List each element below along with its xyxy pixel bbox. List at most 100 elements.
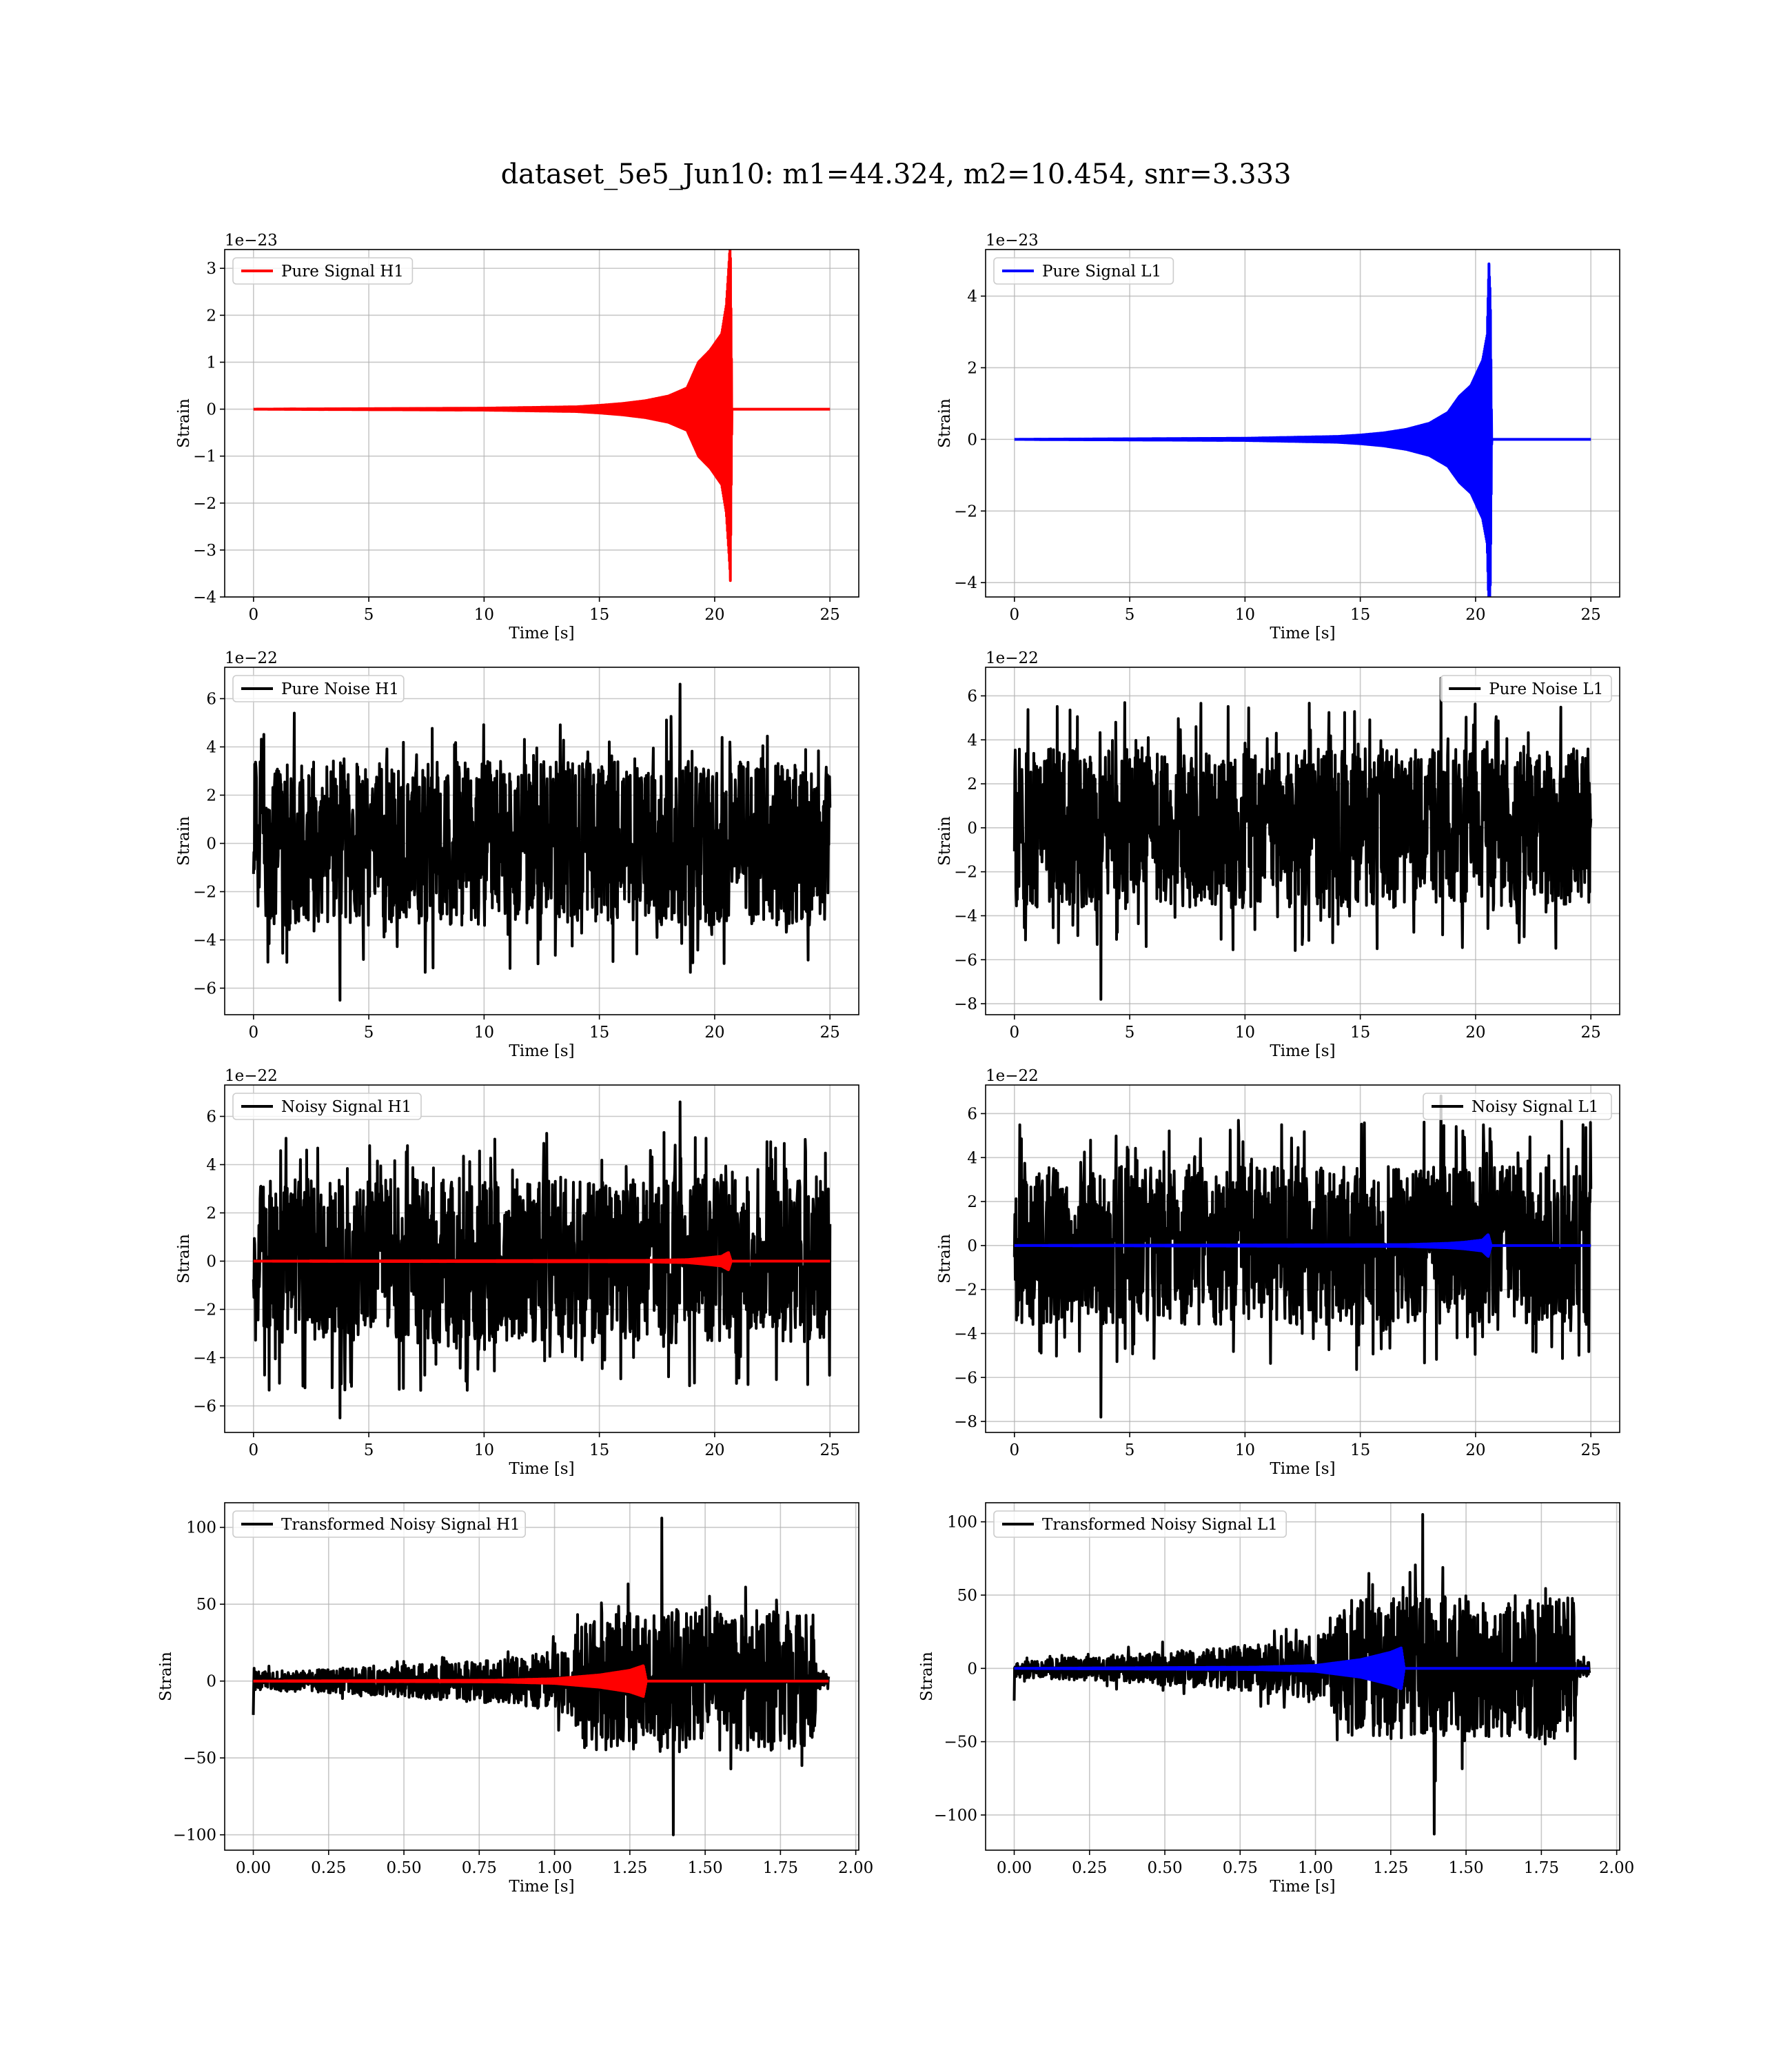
y-tick-label: 2 — [967, 1193, 977, 1211]
legend-label: Pure Signal L1 — [1042, 263, 1161, 281]
legend-label: Pure Noise H1 — [281, 680, 399, 698]
series-line-0 — [252, 682, 832, 1002]
y-axis-label: Strain — [918, 1652, 936, 1701]
x-tick-label: 0.50 — [386, 1859, 421, 1877]
x-tick-label: 15 — [1350, 606, 1370, 624]
y-tick-label: 4 — [967, 731, 977, 749]
legend: Pure Signal L1 — [993, 257, 1174, 285]
data-layer — [252, 1100, 832, 1419]
x-tick-label: 25 — [1581, 1024, 1601, 1042]
legend: Noisy Signal L1 — [1423, 1093, 1612, 1120]
x-tick-label: 5 — [1125, 606, 1135, 624]
x-tick-label: 20 — [704, 1441, 724, 1459]
y-tick-label: −50 — [183, 1750, 216, 1767]
legend-label: Transformed Noisy Signal H1 — [281, 1516, 520, 1534]
y-tick-label: −2 — [954, 1281, 977, 1299]
axes-frame — [224, 1502, 859, 1851]
y-tick-label: −3 — [193, 542, 216, 560]
series-line-1 — [252, 1251, 831, 1271]
subplot-transformed-noisy-signal-h1: 0.00 0.25 0.50 0.75 1.00 1.25 1.50 1.75 2.00 −100… — [157, 1502, 873, 1896]
y-tick-label: −6 — [193, 980, 216, 998]
y-offset-label: 1e−22 — [986, 649, 1039, 667]
series-line-0 — [252, 1100, 832, 1419]
legend-box — [232, 257, 414, 285]
series-line-1 — [252, 1664, 830, 1698]
y-axis-label: Strain — [175, 1234, 193, 1284]
y-axis-label: Strain — [936, 398, 954, 448]
y-tick-label: −4 — [954, 907, 977, 925]
y-tick-label: 0 — [206, 1253, 216, 1271]
x-axis-label: Time [s] — [1270, 625, 1335, 642]
y-tick-label: 0 — [206, 835, 216, 853]
figure-title: dataset_5e5_Jun10: m1=44.324, m2=10.454,… — [501, 159, 1292, 190]
x-tick-label: 0.75 — [462, 1859, 497, 1877]
legend: Pure Noise L1 — [1440, 675, 1612, 702]
x-tick-label: 20 — [704, 1024, 724, 1042]
x-tick-label: 15 — [1350, 1441, 1370, 1459]
y-offset-label: 1e−22 — [986, 1067, 1039, 1085]
x-tick-label: 2.00 — [1599, 1859, 1634, 1877]
series-line-0 — [1013, 262, 1592, 597]
x-tick-label: 0 — [248, 1441, 258, 1459]
x-tick-label: 0 — [1009, 1441, 1019, 1459]
y-tick-label: −2 — [193, 1301, 216, 1319]
x-tick-label: 10 — [474, 1441, 494, 1459]
y-tick-label: −2 — [954, 864, 977, 882]
x-tick-label: 0 — [1009, 606, 1019, 624]
x-tick-label: 0 — [1009, 1024, 1019, 1042]
x-tick-label: 25 — [820, 1024, 840, 1042]
y-tick-label: −4 — [193, 589, 216, 607]
y-tick-label: 6 — [206, 1108, 216, 1126]
x-tick-label: 1.75 — [1524, 1859, 1559, 1877]
axes-frame — [224, 1084, 859, 1433]
y-axis-label: Strain — [175, 398, 193, 448]
y-tick-label: 0 — [967, 431, 977, 449]
legend-label: Transformed Noisy Signal L1 — [1042, 1516, 1278, 1534]
series-line-0 — [1012, 1094, 1593, 1419]
y-offset-label: 1e−23 — [986, 232, 1039, 250]
y-tick-label: 3 — [206, 260, 216, 278]
x-tick-label: 0.50 — [1147, 1859, 1182, 1877]
subplot-noisy-signal-l1: 0 5 10 15 20 25 −8 −6 −4 −2 0 2 4 6 Time [s] Strain 1e−2… — [936, 1067, 1620, 1478]
legend: Pure Noise H1 — [232, 675, 405, 702]
series-line-0 — [1012, 1513, 1591, 1836]
y-axis-label: Strain — [936, 816, 954, 866]
series-line-0 — [252, 250, 831, 582]
legend: Transformed Noisy Signal L1 — [993, 1510, 1287, 1538]
x-tick-label: 0 — [248, 606, 258, 624]
x-tick-label: 10 — [474, 1024, 494, 1042]
x-tick-label: 25 — [1581, 606, 1601, 624]
x-tick-label: 0.25 — [1072, 1859, 1107, 1877]
y-tick-label: 4 — [967, 1149, 977, 1167]
x-tick-label: 0.75 — [1223, 1859, 1258, 1877]
x-tick-label: 0.00 — [997, 1859, 1032, 1877]
y-tick-label: −6 — [193, 1398, 216, 1416]
x-tick-label: 1.75 — [763, 1859, 798, 1877]
y-tick-label: −1 — [193, 448, 216, 466]
x-tick-label: 5 — [364, 1441, 374, 1459]
x-axis-label: Time [s] — [1270, 1042, 1335, 1060]
x-tick-label: 5 — [1125, 1441, 1135, 1459]
y-tick-label: −2 — [193, 495, 216, 513]
y-tick-label: −4 — [193, 932, 216, 950]
y-offset-label: 1e−22 — [225, 649, 278, 667]
axes-frame — [224, 667, 859, 1015]
x-tick-label: 1.00 — [537, 1859, 572, 1877]
subplot-pure-signal-h1: 0 5 10 15 20 25 −4 −3 −2 −1 0 1 2 3 Time [s] Strain 1e−2… — [175, 232, 859, 642]
subplot-pure-signal-l1: 0 5 10 15 20 25 −4 −2 0 2 4 Time [s] Strain 1e−23Pure… — [936, 232, 1620, 642]
x-tick-label: 1.00 — [1298, 1859, 1333, 1877]
y-tick-label: 1 — [206, 354, 216, 372]
y-tick-label: 2 — [206, 787, 216, 805]
x-tick-label: 25 — [820, 606, 840, 624]
axes-frame — [224, 249, 859, 598]
plot-area — [225, 250, 859, 597]
subplot-pure-noise-l1: 0 5 10 15 20 25 −8 −6 −4 −2 0 2 4 6 Time [s] Strain 1e−2… — [936, 649, 1620, 1060]
y-tick-label: −2 — [954, 503, 977, 520]
x-axis-label: Time [s] — [1270, 1460, 1335, 1478]
legend-box — [1423, 1093, 1612, 1120]
y-tick-label: −4 — [954, 1325, 977, 1343]
legend-box — [1440, 675, 1612, 702]
data-layer — [252, 250, 831, 582]
